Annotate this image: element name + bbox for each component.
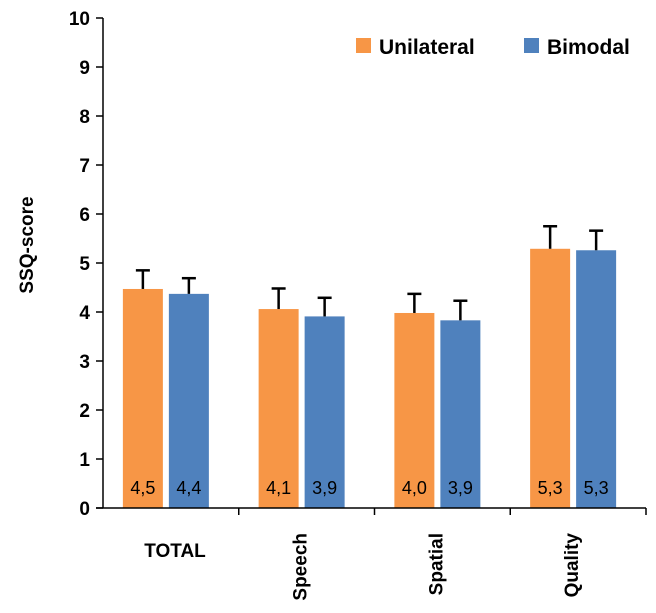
y-tick-label: 8	[79, 107, 90, 128]
y-tick-label: 5	[79, 254, 90, 275]
data-label: 3,9	[312, 478, 337, 498]
legend: Unilateral Bimodal	[356, 36, 630, 59]
data-label: 4,5	[130, 478, 155, 498]
x-tick-label: Speech	[291, 533, 312, 601]
axes	[96, 18, 647, 515]
y-tick-label: 10	[69, 9, 90, 30]
data-label: 4,0	[402, 478, 427, 498]
y-tick-label: 6	[79, 205, 90, 226]
legend-label-unilateral: Unilateral	[379, 36, 475, 59]
y-tick-label: 9	[79, 58, 90, 79]
y-tick-label: 7	[79, 156, 90, 177]
y-axis-title: SSQ-score	[17, 196, 38, 293]
data-label: 4,4	[176, 478, 201, 498]
data-label: 5,3	[584, 478, 609, 498]
bars-group: 4,5 4,4 4,1 3,9 4,0 3,9 5,3 5,3	[122, 225, 617, 509]
bar-bimodal-speech	[304, 316, 345, 508]
x-axis-labels: TOTAL Speech Spatial Quality	[144, 533, 583, 601]
x-tick-label: TOTAL	[144, 541, 206, 562]
bar-bimodal-total	[168, 293, 209, 508]
legend-swatch-bimodal	[524, 38, 539, 53]
legend-swatch-unilateral	[356, 38, 371, 53]
data-label: 3,9	[448, 478, 473, 498]
data-label: 5,3	[538, 478, 563, 498]
bar-unilateral-total	[122, 288, 163, 508]
data-label: 4,1	[266, 478, 291, 498]
y-tick-label: 2	[79, 401, 90, 422]
bar-unilateral-spatial	[394, 312, 435, 508]
x-tick-label: Quality	[562, 533, 583, 598]
bar-unilateral-speech	[258, 309, 299, 508]
bar-bimodal-spatial	[440, 320, 481, 508]
bar-bimodal-quality	[576, 250, 617, 508]
y-tick-label: 3	[79, 352, 90, 373]
y-tick-label: 0	[79, 499, 90, 520]
x-tick-label: Spatial	[426, 533, 447, 595]
y-tick-label: 4	[79, 303, 90, 324]
bar-unilateral-quality	[530, 248, 571, 509]
legend-label-bimodal: Bimodal	[547, 36, 630, 59]
y-axis-ticks: 0 1 2 3 4 5 6 7 8 9 10	[69, 9, 103, 520]
y-tick-label: 1	[79, 450, 90, 471]
